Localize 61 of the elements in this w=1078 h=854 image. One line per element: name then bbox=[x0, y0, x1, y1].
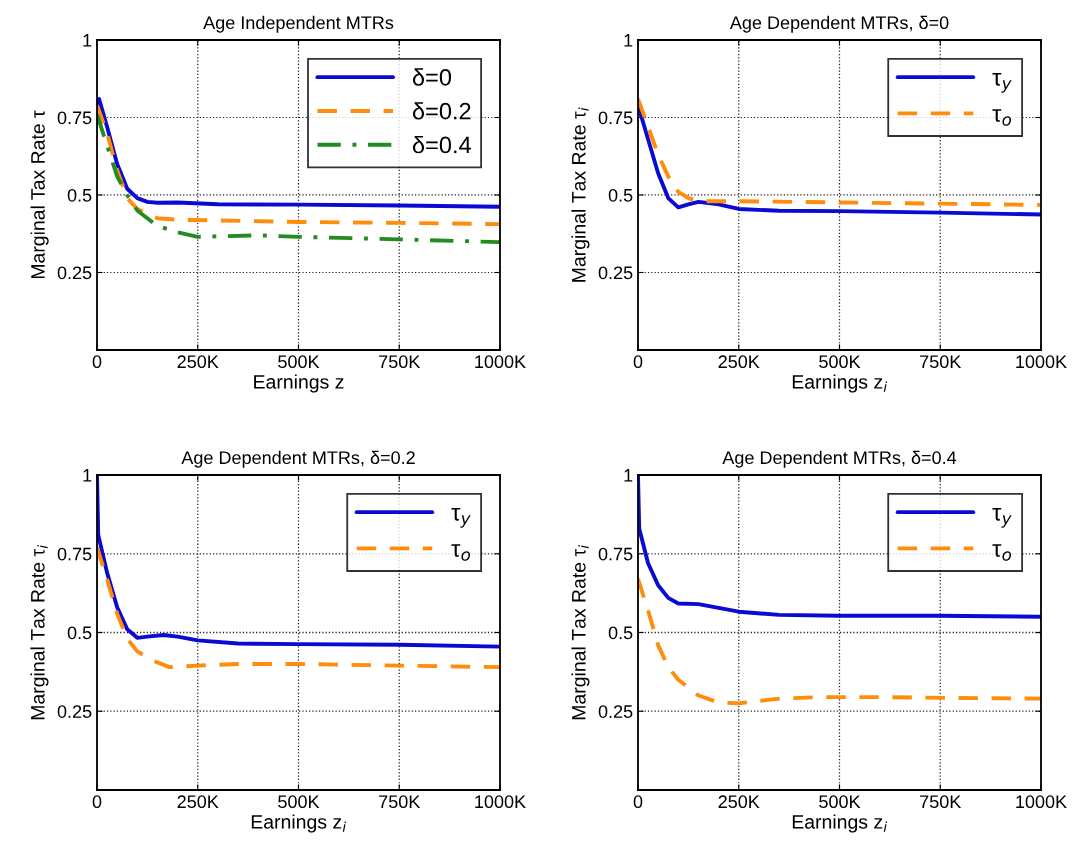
x-tick-label: 1000K bbox=[1016, 355, 1067, 369]
y-tick-label: 0.75 bbox=[598, 547, 633, 561]
legend-label: τ$_{o}$ bbox=[992, 109, 1012, 126]
x-tick-label: 0 bbox=[92, 355, 102, 369]
legend-label: τ$_{o}$ bbox=[992, 544, 1012, 561]
legend-label: δ=0 bbox=[412, 68, 452, 86]
chart-title: Age Dependent MTRs, δ=0 bbox=[729, 15, 949, 33]
y-tick-label: 0.5 bbox=[67, 626, 92, 640]
y-axis-title: Marginal Tax Rate τ bbox=[30, 110, 49, 279]
x-axis-title: Earnings z$_{i}$ bbox=[792, 814, 888, 833]
x-tick-label: 0 bbox=[92, 795, 102, 809]
x-tick-label: 500K bbox=[278, 795, 320, 809]
y-tick-label: 1 bbox=[624, 34, 633, 47]
legend-label: τ$_{y}$ bbox=[992, 72, 1012, 93]
legend-label: τ$_{o}$ bbox=[451, 544, 471, 561]
x-tick-label: 250K bbox=[177, 355, 219, 369]
y-tick-label: 0.25 bbox=[57, 705, 92, 718]
x-tick-label: 1000K bbox=[475, 795, 526, 809]
line-series bbox=[97, 545, 500, 670]
y-tick-label: 0.75 bbox=[57, 111, 92, 125]
legend-label: τ$_{y}$ bbox=[992, 507, 1012, 528]
legend-label: δ=0.2 bbox=[412, 102, 471, 120]
chart-title: Age Dependent MTRs, δ=0.2 bbox=[181, 450, 415, 468]
y-tick-label: 0.5 bbox=[608, 188, 633, 202]
y-tick-label: 1 bbox=[83, 34, 92, 47]
x-tick-label: 500K bbox=[278, 355, 320, 369]
line-series bbox=[97, 96, 500, 209]
x-tick-label: 750K bbox=[379, 355, 421, 369]
x-tick-label: 250K bbox=[718, 795, 760, 809]
y-axis-title: Marginal Tax Rate τ$_{i}$ bbox=[571, 544, 590, 720]
x-tick-label: 750K bbox=[379, 795, 421, 809]
x-tick-label: 500K bbox=[819, 355, 861, 369]
x-tick-label: 500K bbox=[819, 795, 861, 809]
legend-label: δ=0.4 bbox=[412, 135, 471, 154]
y-tick-label: 0.25 bbox=[598, 266, 633, 280]
x-tick-label: 250K bbox=[718, 355, 760, 369]
x-axis-title: Earnings z$_{i}$ bbox=[792, 374, 888, 393]
legend-label: τ$_{y}$ bbox=[451, 507, 471, 528]
y-tick-label: 0.5 bbox=[67, 188, 92, 202]
y-tick-label: 0.75 bbox=[57, 547, 92, 561]
y-tick-label: 0.5 bbox=[608, 626, 633, 640]
y-tick-label: 0.25 bbox=[598, 705, 633, 718]
y-tick-label: 0.25 bbox=[57, 266, 92, 280]
chart-title: Age Dependent MTRs, δ=0.4 bbox=[722, 450, 957, 468]
y-axis-title: Marginal Tax Rate τ$_{i}$ bbox=[571, 107, 590, 282]
x-tick-label: 0 bbox=[633, 355, 643, 369]
x-tick-label: 1000K bbox=[475, 355, 526, 369]
y-tick-label: 0.75 bbox=[598, 111, 633, 125]
line-series bbox=[638, 577, 1041, 706]
x-tick-label: 1000K bbox=[1016, 795, 1067, 809]
x-tick-label: 0 bbox=[633, 795, 643, 809]
y-tick-label: 1 bbox=[624, 469, 633, 482]
x-tick-label: 750K bbox=[920, 355, 962, 369]
x-tick-label: 250K bbox=[177, 795, 219, 809]
y-tick-label: 1 bbox=[83, 469, 92, 482]
line-series bbox=[97, 103, 500, 227]
x-axis-title: Earnings z bbox=[254, 374, 344, 393]
y-axis-title: Marginal Tax Rate τ$_{i}$ bbox=[30, 544, 49, 720]
x-tick-label: 750K bbox=[920, 795, 962, 809]
x-axis-title: Earnings z$_{i}$ bbox=[251, 814, 347, 833]
chart-title: Age Independent MTRs bbox=[203, 15, 394, 33]
